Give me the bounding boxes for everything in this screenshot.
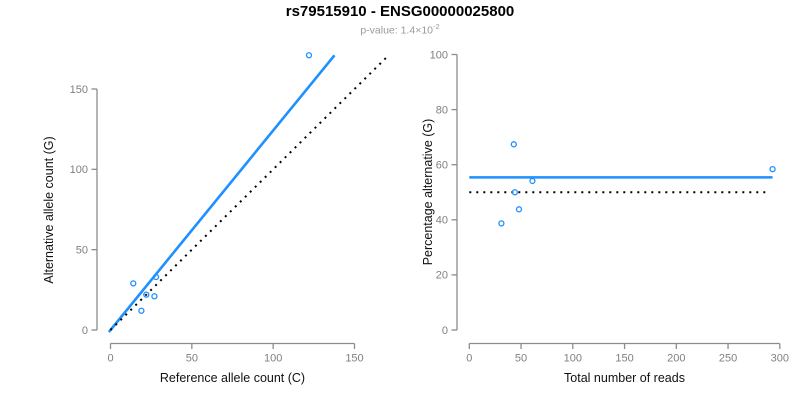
y-tick-label: 100 (70, 164, 88, 176)
y-tick-label: 150 (70, 84, 88, 96)
x-tick-label: 50 (186, 353, 198, 365)
x-tick-label: 150 (345, 353, 363, 365)
p-value-base: 1.4×10 (400, 24, 434, 37)
y-tick-label: 0 (442, 325, 448, 337)
data-point (769, 165, 776, 173)
y-tick-label: 40 (436, 215, 448, 227)
p-value-label: p-value: (360, 24, 398, 37)
p-value-exponent: -2 (433, 22, 440, 31)
data-point (151, 293, 158, 300)
x-tick-label: 100 (264, 353, 282, 365)
x-tick-label: 250 (719, 353, 737, 365)
x-tick-label: 200 (667, 353, 685, 365)
y-tick-label: 0 (82, 325, 88, 337)
right-yaxis-title: Percentage alternative (G) (421, 118, 435, 266)
x-tick-label: 300 (771, 353, 789, 365)
left-xaxis-title: Reference allele count (C) (159, 371, 306, 385)
data-point (130, 280, 137, 287)
right-xaxis-title: Total number of reads (564, 371, 685, 385)
x-tick-label: 0 (466, 353, 472, 365)
y-tick-label: 50 (76, 244, 88, 256)
figure-title: rs79515910 - ENSG00000025800 (285, 3, 515, 20)
data-point (305, 52, 313, 59)
x-tick-label: 100 (564, 353, 582, 365)
x-tick-label: 50 (515, 353, 527, 365)
data-point (510, 141, 517, 148)
y-tick-label: 80 (436, 104, 448, 116)
data-point (138, 307, 145, 314)
data-point (529, 177, 536, 185)
identity-line (109, 54, 390, 331)
y-tick-label: 20 (436, 270, 448, 282)
data-point (515, 206, 523, 213)
data-point (511, 189, 518, 196)
data-point (143, 291, 150, 298)
regression-line (107, 54, 336, 333)
y-tick-label: 100 (430, 49, 448, 61)
data-point (152, 273, 160, 281)
x-tick-label: 150 (615, 353, 633, 365)
data-point (498, 220, 505, 227)
left-yaxis-title: Alternative allele count (G) (42, 135, 56, 284)
x-tick-label: 0 (107, 353, 113, 365)
figure-subtitle: p-value: 1.4×10-2 (0, 22, 800, 37)
y-tick-label: 60 (436, 160, 448, 172)
